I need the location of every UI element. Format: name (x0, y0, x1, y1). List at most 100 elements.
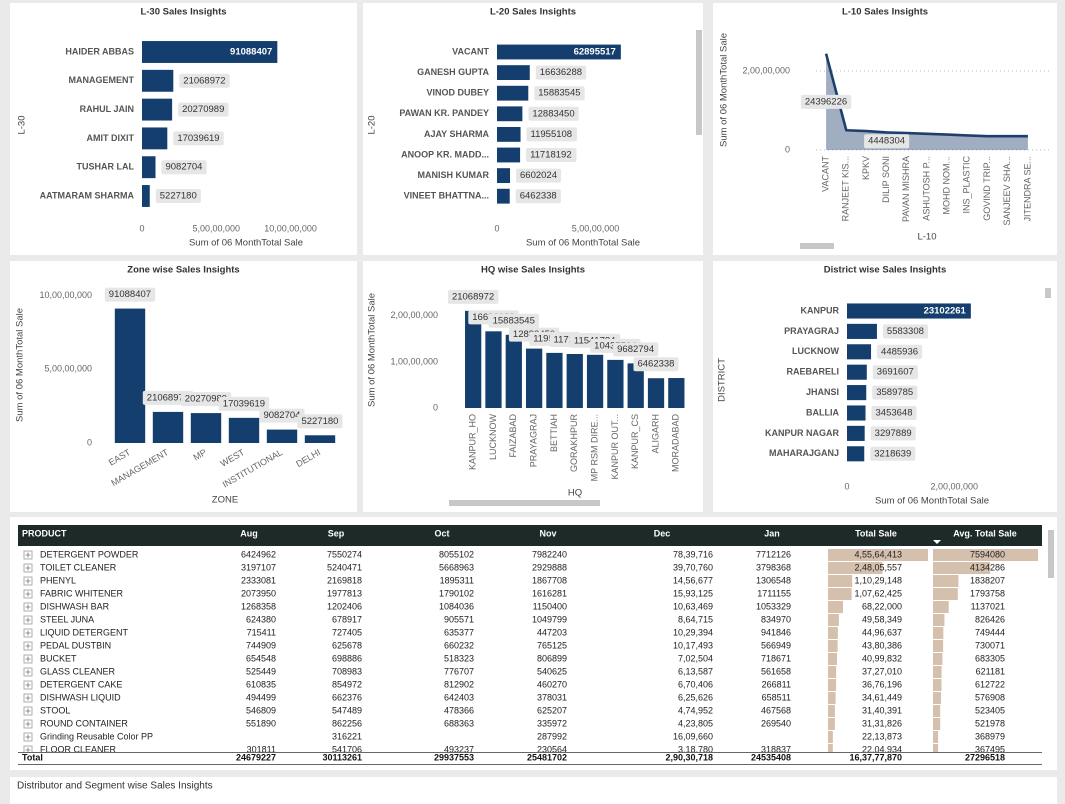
table-cell: 1306548 (756, 575, 791, 585)
table-cell: 2073950 (241, 588, 276, 598)
table-cell: STOOL (40, 705, 70, 715)
data-label-box (488, 313, 539, 328)
table-cell: 941846 (761, 627, 791, 637)
data-label-box (142, 390, 194, 405)
data-label-box (104, 287, 156, 302)
table-cell: 78,39,716 (673, 549, 713, 559)
table-cell: 658511 (762, 692, 791, 702)
table-cell: 521978 (975, 718, 1005, 728)
table-cell: 621181 (976, 666, 1005, 676)
table-cell: 1867708 (532, 575, 567, 585)
x-tick-label: 0 (139, 223, 144, 233)
table-cell: 547489 (332, 705, 362, 715)
table-cell: 49,58,349 (862, 614, 902, 624)
table-cell: 16,09,660 (673, 731, 713, 741)
expand-icon-plus (25, 552, 31, 558)
data-label: 11955108 (531, 129, 573, 140)
table-cell: 4,55,64,413 (854, 549, 902, 559)
table-cell: 5668963 (439, 562, 474, 572)
table-cell: 612722 (975, 679, 1005, 689)
data-label: 3297889 (875, 428, 912, 439)
table-cell: 1616281 (532, 588, 567, 598)
y-tick-label: 0 (87, 437, 92, 447)
data-bar (828, 575, 853, 587)
y-tick-label: AATMARAM SHARMA (40, 190, 135, 200)
table-cell: Grinding Reusable Color PP (40, 731, 153, 741)
table-cell: 316221 (332, 731, 362, 741)
data-bar (828, 601, 843, 613)
table-cell: 68,22,000 (862, 601, 902, 611)
table-cell: 806899 (537, 653, 567, 663)
data-label: 3589785 (876, 387, 913, 398)
table-cell: 718671 (761, 653, 791, 663)
total-cell: 25481702 (527, 752, 567, 762)
table-cell: TOILET CLEANER (40, 562, 117, 572)
column-header: Avg. Total Sale (953, 528, 1017, 538)
y-tick-label: TUSHAR LAL (77, 162, 135, 172)
data-label-box (528, 106, 579, 121)
y-tick-label: 2,00,00,000 (742, 65, 790, 75)
table-cell: 610835 (246, 679, 276, 689)
bar (304, 435, 336, 443)
bar (847, 405, 866, 421)
table-cell: 378031 (537, 692, 567, 702)
table-cell: DETERGENT POWDER (40, 549, 139, 559)
table-cell: 318837 (761, 744, 791, 754)
data-label: 21068972 (452, 291, 494, 302)
table-cell: 494499 (246, 692, 276, 702)
bar (525, 348, 543, 408)
chart-title: District wise Sales Insights (824, 265, 947, 276)
data-label-box (882, 324, 929, 339)
table-cell: 6,25,626 (678, 692, 713, 702)
table-cell: 43,80,386 (862, 640, 902, 650)
data-label-box (872, 385, 918, 400)
data-label: 17039619 (223, 398, 265, 409)
table-cell: 7982240 (532, 549, 567, 559)
table-cell: 269540 (761, 718, 791, 728)
table-cell: 447203 (537, 627, 567, 637)
table-cell: 3,18,780 (678, 744, 713, 754)
data-label-box (534, 86, 585, 101)
data-bar (933, 744, 939, 752)
y-axis-title: Sum of 06 MonthTotal Sale (15, 308, 26, 422)
table-cell: 266811 (762, 679, 791, 689)
data-label-box (173, 131, 224, 146)
table-cell: 1053329 (756, 601, 791, 611)
table-cell: 662376 (332, 692, 362, 702)
column-header: PRODUCT (22, 528, 67, 538)
data-label: 3218639 (874, 448, 911, 459)
table-cell: 635377 (444, 627, 474, 637)
data-bar (933, 731, 939, 743)
table-cell: 1084036 (439, 601, 474, 611)
expand-icon-plus (25, 604, 31, 610)
data-label: 21068972 (183, 75, 225, 86)
table-cell: 525449 (246, 666, 276, 676)
table-cell: 776707 (444, 666, 474, 676)
scrollbar (1045, 288, 1051, 298)
chart-title: L-30 Sales Insights (140, 7, 226, 18)
x-tick-label: PAVAN MISHRA (901, 156, 911, 222)
table-cell: 367495 (975, 744, 1005, 754)
table-cell: 1,07,62,425 (854, 588, 902, 598)
table-cell: 1049799 (532, 614, 567, 624)
x-tick-label: 10,00,00,000 (264, 223, 317, 233)
expand-icon-plus (25, 565, 31, 571)
data-label-box (180, 392, 232, 407)
data-label: 62895517 (574, 47, 616, 58)
data-label-box (218, 396, 270, 411)
data-bar (933, 601, 949, 613)
y-tick-label: RAHUL JAIN (80, 104, 134, 114)
x-tick-label: MORADABAD (671, 414, 681, 473)
footer-panel (10, 777, 1057, 804)
x-tick-label: GORAKHPUR (569, 414, 579, 473)
table-cell: 834970 (761, 614, 791, 624)
table-cell: 708983 (332, 666, 362, 676)
x-tick-label: 2,00,00,000 (930, 481, 978, 491)
data-label: 17039619 (177, 133, 219, 144)
table-cell: 2169818 (327, 575, 362, 585)
table-cell: 6,70,406 (678, 679, 713, 689)
data-bar (933, 692, 941, 704)
chart-title: L-20 Sales Insights (490, 7, 576, 18)
expand-icon-plus (25, 682, 31, 688)
expand-icon-plus (25, 695, 31, 701)
